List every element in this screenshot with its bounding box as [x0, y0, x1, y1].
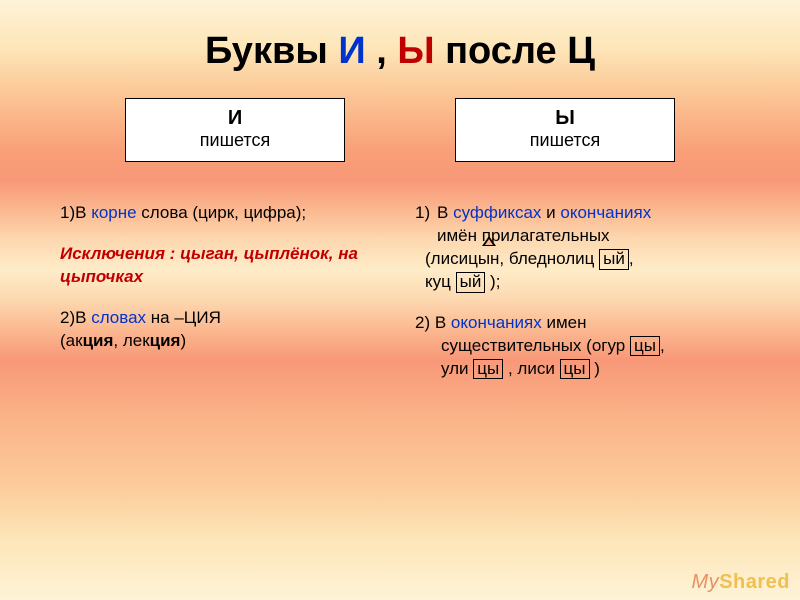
right-2a: 2) В	[415, 313, 451, 332]
watermark: MyShared	[692, 571, 790, 594]
right-2h-ending: цы	[473, 359, 503, 380]
left-rule-2: 2)В словах на –ЦИЯ (акция, лекция)	[60, 307, 385, 353]
right-1b: В	[437, 203, 453, 222]
right-2b: окончаниях	[451, 313, 542, 332]
right-1j-ending: ый	[599, 249, 629, 270]
rule-box-i-sub: пишется	[126, 130, 344, 151]
page-title: Буквы И , Ы после Ц	[0, 0, 800, 98]
right-1c: суффиксах	[453, 203, 541, 222]
left-2c: на –ЦИЯ	[146, 308, 221, 327]
right-2f: ,	[660, 336, 665, 355]
watermark-a: My	[692, 571, 720, 593]
right-1h-suffix: ын	[478, 248, 500, 271]
right-2g: ули	[441, 359, 473, 378]
title-text-2: после Ц	[435, 30, 595, 72]
title-letter-i: И	[338, 30, 365, 72]
right-1m-ending: ый	[456, 272, 486, 293]
right-2c: имен	[542, 313, 587, 332]
right-rule-2: 2) В окончаниях имен существительных (ог…	[415, 312, 740, 381]
exception-label: Исключения :	[60, 244, 180, 263]
left-2h: )	[180, 331, 186, 350]
title-comma: ,	[366, 30, 398, 72]
right-2k: )	[590, 359, 600, 378]
right-2d: существительных (огур	[441, 336, 630, 355]
rule-box-i-letter: И	[126, 107, 344, 130]
left-2f: , лек	[113, 331, 149, 350]
left-rule-1: 1)В корне слова (цирк, цифра);	[60, 202, 385, 225]
right-1k: ,	[629, 249, 634, 268]
right-2e-ending: цы	[630, 336, 660, 357]
left-2d: (ак	[60, 331, 83, 350]
column-right: 1) В суффиксах и окончаниях имён прилага…	[415, 202, 740, 381]
right-1f: имён прилагательных	[437, 226, 610, 245]
title-letter-y: Ы	[397, 30, 434, 72]
left-1b: корне	[91, 203, 136, 222]
right-1n: );	[485, 272, 500, 291]
rule-box-y-sub: пишется	[456, 130, 674, 151]
right-1-num: 1)	[415, 202, 437, 248]
left-2e: ция	[83, 331, 114, 350]
column-left: 1)В корне слова (цирк, цифра); Исключени…	[60, 202, 385, 381]
right-rule-1: 1) В суффиксах и окончаниях имён прилага…	[415, 202, 740, 294]
right-1d: и	[541, 203, 560, 222]
rule-box-y: Ы пишется	[455, 98, 675, 162]
right-1g: (лисиц	[425, 249, 478, 268]
rule-box-y-letter: Ы	[456, 107, 674, 130]
rule-box-i: И пишется	[125, 98, 345, 162]
right-1l: куц	[425, 272, 456, 291]
left-2g: ция	[150, 331, 181, 350]
right-1i: , бледнолиц	[499, 249, 599, 268]
right-2i: , лиси	[503, 359, 559, 378]
left-1c: слова (цирк, цифра);	[137, 203, 307, 222]
right-2j-ending: цы	[560, 359, 590, 380]
title-text-1: Буквы	[205, 30, 338, 72]
left-2a: 2)В	[60, 308, 91, 327]
left-exceptions: Исключения : цыган, цыплёнок, на цыпочка…	[60, 243, 385, 289]
columns: 1)В корне слова (цирк, цифра); Исключени…	[0, 202, 800, 381]
watermark-b: Shared	[719, 571, 790, 593]
rule-boxes-row: И пишется Ы пишется	[0, 98, 800, 162]
left-1a: 1)В	[60, 203, 91, 222]
left-2b: словах	[91, 308, 146, 327]
right-1e: окончаниях	[560, 203, 651, 222]
